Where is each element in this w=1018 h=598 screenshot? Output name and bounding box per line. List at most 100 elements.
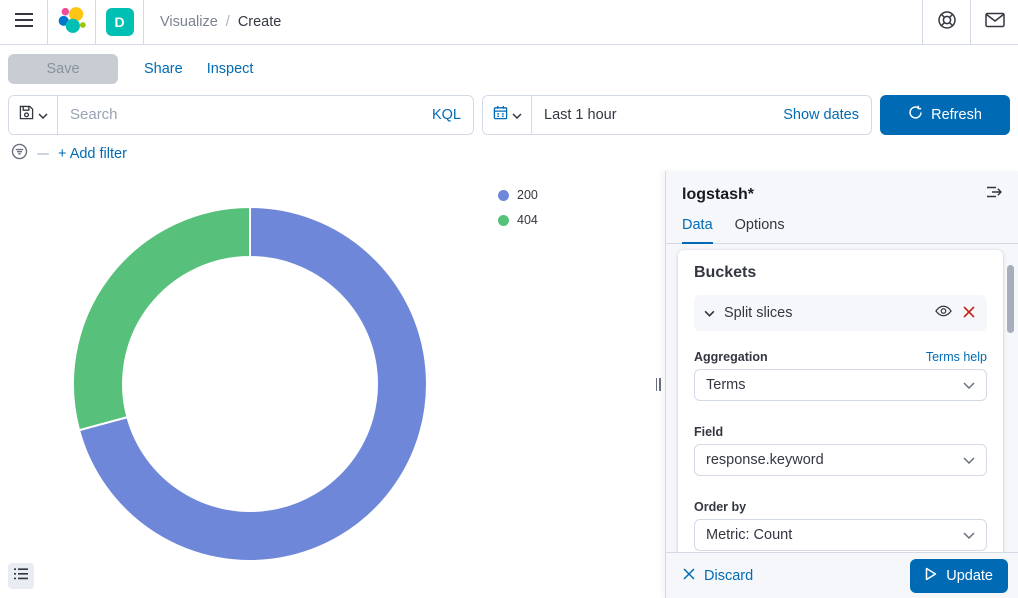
terms-help-link[interactable]: Terms help — [925, 350, 987, 364]
refresh-label: Refresh — [931, 106, 982, 123]
search-input[interactable] — [58, 106, 420, 123]
header-divider — [970, 0, 971, 44]
breadcrumb-visualize[interactable]: Visualize — [160, 14, 218, 30]
pie-slice-200[interactable] — [78, 206, 428, 562]
chart-legend: 200 404 — [498, 188, 538, 227]
chevron-down-icon — [704, 304, 715, 322]
aggregation-value: Terms — [706, 377, 746, 393]
aggregation-label: Aggregation — [694, 350, 768, 364]
aggregation-select[interactable]: Terms — [694, 369, 987, 401]
split-slices-row[interactable]: Split slices — [694, 295, 987, 331]
pie-slice-404[interactable] — [71, 206, 251, 432]
menu-right-icon — [986, 184, 1002, 205]
panel-header: logstash* Data Options — [666, 171, 1018, 244]
update-label: Update — [946, 567, 993, 584]
legend-toggle-button[interactable] — [8, 563, 34, 589]
scrollbar-thumb[interactable] — [1007, 265, 1014, 333]
tab-options[interactable]: Options — [734, 217, 785, 233]
aggregation-form-row: Aggregation Terms help Terms — [694, 350, 987, 401]
play-icon — [925, 567, 937, 585]
mail-icon — [984, 12, 1005, 33]
space-badge: D — [105, 8, 134, 36]
panel-resize-handle[interactable] — [651, 171, 665, 598]
inspect-button[interactable]: Inspect — [206, 60, 254, 77]
chevron-down-icon — [963, 452, 975, 468]
menu-button[interactable] — [0, 0, 47, 44]
help-icon — [937, 10, 957, 35]
header-divider — [47, 0, 48, 44]
order-by-label: Order by — [694, 500, 747, 514]
donut-chart — [71, 206, 428, 562]
editor-scroll-area: Buckets Split slices — [666, 244, 1018, 552]
chevron-down-icon — [963, 377, 975, 393]
help-button[interactable] — [923, 0, 970, 44]
date-quick-menu-button[interactable] — [483, 95, 532, 134]
discard-label: Discard — [704, 567, 754, 584]
toggle-visibility-button[interactable] — [935, 304, 952, 322]
chevron-down-icon — [963, 527, 975, 543]
index-pattern-title: logstash* — [682, 185, 755, 203]
time-range-value[interactable]: Last 1 hour — [544, 106, 617, 123]
resize-grip-icon — [655, 378, 657, 391]
saved-query-menu-button[interactable] — [9, 95, 58, 134]
filter-separator — [37, 153, 49, 155]
filter-options-icon[interactable] — [11, 143, 28, 165]
newsfeed-button[interactable] — [971, 0, 1018, 44]
kql-language-button[interactable]: KQL — [431, 106, 461, 123]
app-header: D Visualize / Create — [0, 0, 1018, 45]
legend-item-200[interactable]: 200 — [498, 188, 538, 202]
show-dates-button[interactable]: Show dates — [783, 106, 859, 123]
legend-item-404[interactable]: 404 — [498, 213, 538, 227]
add-filter-button[interactable]: + Add filter — [58, 146, 127, 162]
header-divider — [95, 0, 96, 44]
filter-bar: + Add filter — [0, 137, 1018, 171]
field-select[interactable]: response.keyword — [694, 444, 987, 476]
editor-panel: logstash* Data Options Buckets — [665, 171, 1018, 598]
legend-label: 404 — [517, 213, 538, 227]
date-picker: Last 1 hour Show dates — [482, 94, 872, 135]
elastic-logo-icon — [57, 5, 87, 40]
buckets-card: Buckets Split slices — [678, 250, 1003, 552]
discard-button[interactable]: Discard — [683, 568, 753, 584]
save-query-icon — [19, 105, 34, 125]
share-button[interactable]: Share — [144, 60, 183, 77]
refresh-icon — [908, 105, 923, 124]
split-slices-label: Split slices — [724, 305, 793, 321]
legend-dot-icon — [498, 214, 509, 226]
chevron-down-icon — [37, 106, 48, 124]
resize-grip-icon — [659, 378, 661, 391]
order-by-value: Metric: Count — [706, 527, 793, 543]
update-button[interactable]: Update — [910, 558, 1008, 593]
hamburger-icon — [14, 12, 33, 32]
buckets-heading: Buckets — [694, 264, 757, 281]
tab-data[interactable]: Data — [682, 217, 713, 244]
header-divider — [143, 0, 144, 44]
breadcrumb-separator: / — [225, 14, 230, 30]
field-value: response.keyword — [706, 452, 824, 468]
save-button[interactable]: Save — [8, 53, 118, 84]
order-by-form-row: Order by Metric: Count — [694, 500, 987, 551]
order-by-select[interactable]: Metric: Count — [694, 519, 987, 551]
field-form-row: Field response.keyword — [694, 425, 987, 476]
legend-label: 200 — [517, 188, 538, 202]
eye-icon — [935, 304, 952, 322]
editor-tabs: Data Options — [666, 217, 1018, 244]
refresh-button[interactable]: Refresh — [880, 94, 1010, 135]
header-divider — [922, 0, 923, 44]
collapse-panel-button[interactable] — [986, 184, 1002, 205]
close-icon — [683, 567, 695, 584]
elastic-logo[interactable] — [48, 0, 95, 44]
legend-dot-icon — [498, 189, 509, 201]
space-selector[interactable]: D — [96, 0, 143, 44]
search-bar: KQL — [8, 94, 474, 135]
main-content: 200 404 logstash* — [0, 171, 1018, 598]
field-label: Field — [694, 425, 724, 439]
editor-footer: Discard Update — [666, 552, 1018, 598]
query-bar: KQL Last 1 hour Show dates Refresh — [0, 92, 1018, 137]
breadcrumb-create: Create — [237, 14, 282, 30]
list-icon — [14, 567, 28, 585]
visualize-toolbar: Save Share Inspect — [0, 45, 1018, 92]
calendar-icon — [493, 105, 508, 125]
remove-bucket-button[interactable] — [961, 305, 977, 322]
close-icon — [963, 305, 975, 322]
